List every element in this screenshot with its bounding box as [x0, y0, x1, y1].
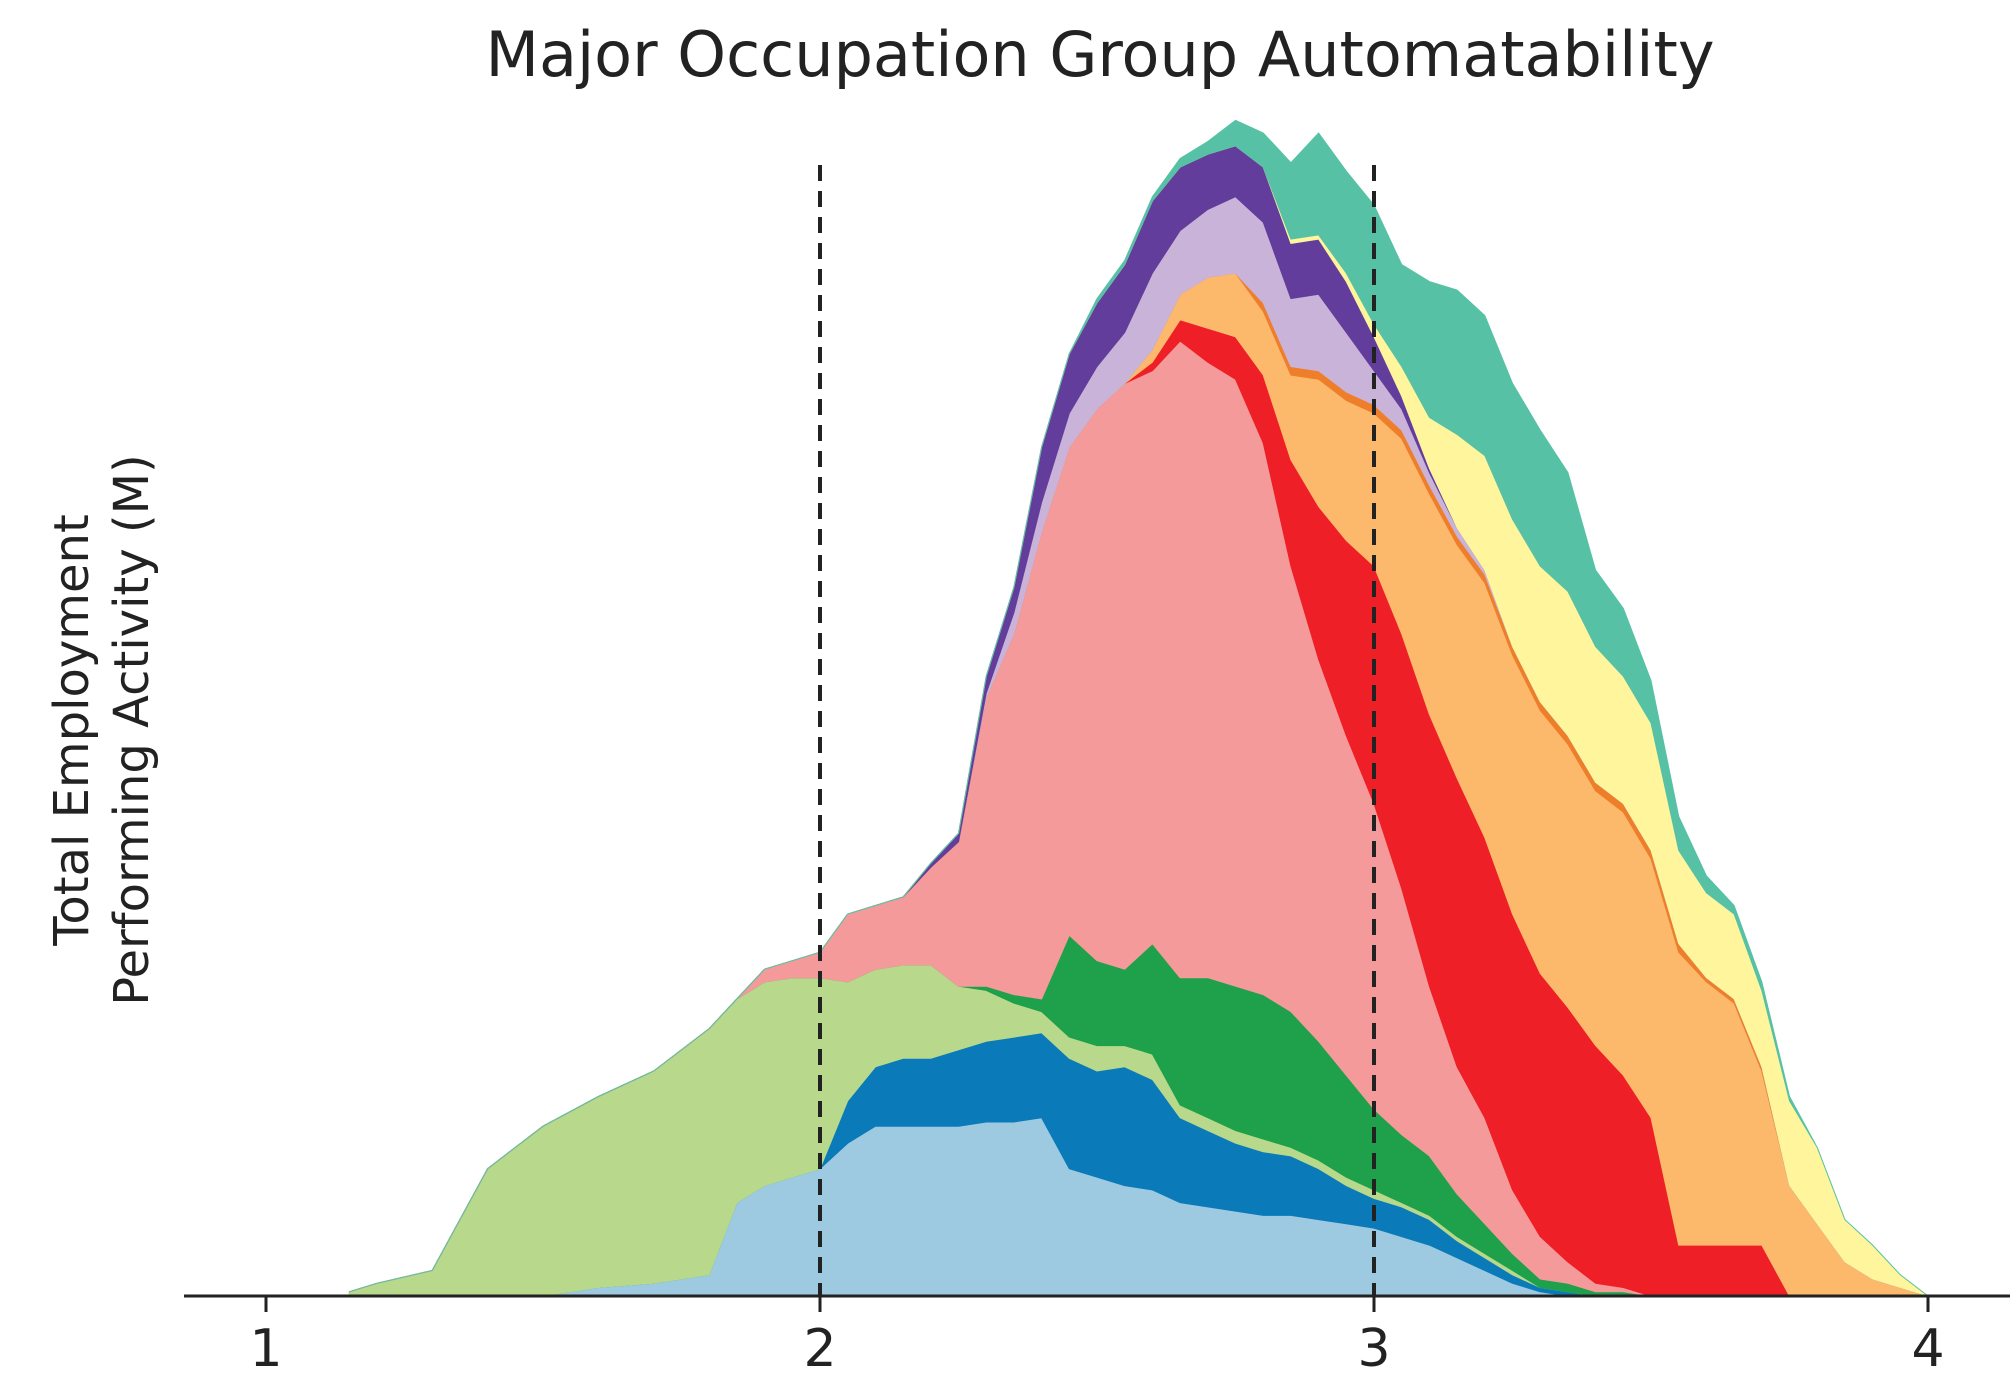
x-tick-label-1: 1	[249, 1319, 282, 1379]
y-axis-label-line-1: Total Employment	[44, 514, 100, 947]
x-tick-label-2: 2	[803, 1319, 836, 1379]
reference-lines	[818, 165, 1376, 1296]
chart-title: Major Occupation Group Automatability	[485, 18, 1714, 91]
stacked-areas	[348, 119, 1929, 1297]
x-axis-ticks: 1 2 3 4	[249, 1296, 1945, 1379]
x-tick-label-3: 3	[1357, 1319, 1390, 1379]
x-tick-label-4: 4	[1911, 1319, 1944, 1379]
y-axis-label: Total Employment Performing Activity (M)	[44, 454, 160, 1006]
y-axis-label-line-2: Performing Activity (M)	[104, 454, 160, 1006]
